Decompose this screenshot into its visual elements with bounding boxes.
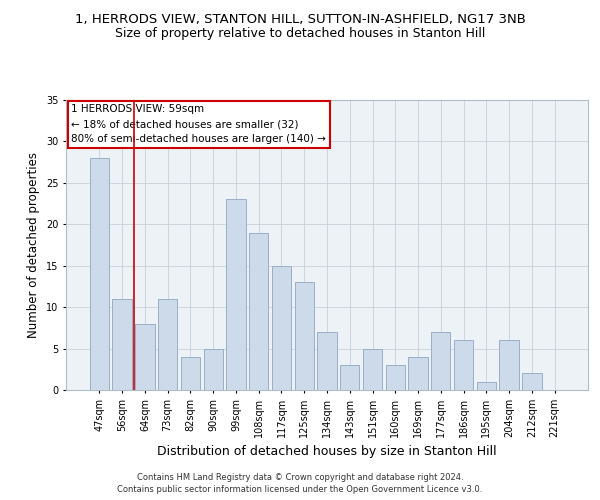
- Bar: [112, 299, 132, 390]
- Text: Contains HM Land Registry data © Crown copyright and database right 2024.: Contains HM Land Registry data © Crown c…: [137, 472, 463, 482]
- Bar: [158, 299, 178, 390]
- Bar: [409, 357, 428, 390]
- Bar: [181, 357, 200, 390]
- Bar: [317, 332, 337, 390]
- Bar: [135, 324, 155, 390]
- Y-axis label: Number of detached properties: Number of detached properties: [28, 152, 40, 338]
- Text: Size of property relative to detached houses in Stanton Hill: Size of property relative to detached ho…: [115, 28, 485, 40]
- Bar: [363, 348, 382, 390]
- Text: 1, HERRODS VIEW, STANTON HILL, SUTTON-IN-ASHFIELD, NG17 3NB: 1, HERRODS VIEW, STANTON HILL, SUTTON-IN…: [74, 12, 526, 26]
- Bar: [203, 348, 223, 390]
- Bar: [454, 340, 473, 390]
- Bar: [522, 374, 542, 390]
- Bar: [340, 365, 359, 390]
- Bar: [249, 232, 268, 390]
- Bar: [90, 158, 109, 390]
- Bar: [476, 382, 496, 390]
- Bar: [295, 282, 314, 390]
- Bar: [386, 365, 405, 390]
- Bar: [431, 332, 451, 390]
- Text: 1 HERRODS VIEW: 59sqm
← 18% of detached houses are smaller (32)
80% of semi-deta: 1 HERRODS VIEW: 59sqm ← 18% of detached …: [71, 104, 326, 144]
- Text: Contains public sector information licensed under the Open Government Licence v3: Contains public sector information licen…: [118, 485, 482, 494]
- X-axis label: Distribution of detached houses by size in Stanton Hill: Distribution of detached houses by size …: [157, 446, 497, 458]
- Bar: [226, 200, 245, 390]
- Bar: [272, 266, 291, 390]
- Bar: [499, 340, 519, 390]
